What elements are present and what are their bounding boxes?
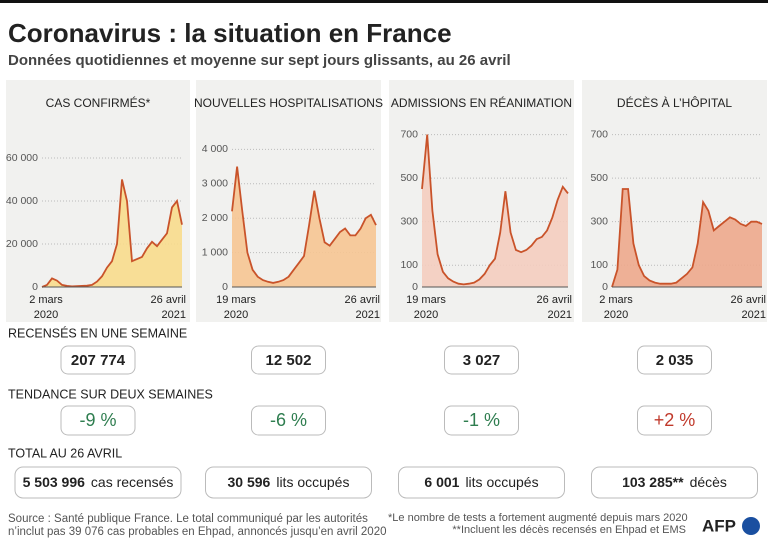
x-tick-label: 26 avril (731, 294, 766, 306)
logo: AFP (702, 516, 736, 535)
x-tick-label: 2021 (742, 309, 766, 321)
weekly-label: RECENSÉS EN UNE SEMAINE (8, 325, 187, 340)
y-tick-label: 500 (400, 172, 418, 184)
trend-value: -9 % (79, 410, 116, 430)
y-tick-label: 60 000 (6, 152, 38, 164)
total-text: 103 285** décès (622, 474, 727, 490)
total-box (14, 466, 182, 499)
y-tick-label: 0 (602, 281, 608, 293)
source: n’inclut pas 39 076 cas probables en Ehp… (8, 526, 387, 538)
x-tick-label: 2020 (604, 309, 628, 321)
y-tick-label: 500 (590, 172, 608, 184)
total-value: 30 596 (228, 474, 271, 490)
total-value: 103 285** (622, 474, 684, 490)
x-tick-label: 2 mars (29, 294, 63, 306)
total-box (205, 466, 372, 499)
y-tick-label: 2 000 (202, 212, 228, 224)
trend-box (444, 405, 519, 436)
x-tick-label: 26 avril (537, 294, 572, 306)
trend-box (637, 405, 712, 436)
x-tick-label: 2020 (224, 309, 248, 321)
weekly-value: 3 027 (463, 352, 501, 369)
x-tick-label: 26 avril (345, 294, 380, 306)
line (611, 188, 763, 288)
y-tick-label: 100 (590, 259, 608, 271)
total-text: 30 596 lits occupés (228, 474, 350, 490)
y-tick-label: 20 000 (6, 238, 38, 250)
x-tick-label: 19 mars (406, 294, 446, 306)
y-tick-label: 4 000 (202, 143, 228, 155)
trend-value: -6 % (270, 410, 307, 430)
y-tick-label: 100 (400, 259, 418, 271)
weekly-value: 2 035 (656, 352, 694, 369)
panel-title: CAS CONFIRMÉS* (46, 95, 151, 110)
subtitle: Données quotidiennes et moyenne sur sept… (8, 52, 511, 69)
y-tick-label: 0 (222, 281, 228, 293)
y-tick-label: 300 (590, 215, 608, 227)
area (42, 179, 182, 287)
y-tick-label: 3 000 (202, 178, 228, 190)
total-unit: lits occupés (465, 474, 538, 490)
y-tick-label: 300 (400, 215, 418, 227)
note: *Le nombre de tests a fortement augmenté… (388, 512, 688, 524)
x-tick-label: 26 avril (151, 294, 186, 306)
line (231, 166, 377, 284)
x-tick-label: 2021 (548, 309, 572, 321)
x-tick-label: 19 mars (216, 294, 256, 306)
y-tick-label: 0 (412, 281, 418, 293)
total-box (398, 466, 565, 499)
trend-value: -1 % (463, 410, 500, 430)
total-text: 5 503 996 cas recensés (23, 474, 174, 490)
weekly-value: 12 502 (266, 352, 312, 369)
x-tick-label: 2020 (414, 309, 438, 321)
line (41, 179, 183, 288)
area (422, 134, 568, 287)
title: Coronavirus : la situation en France (8, 18, 452, 48)
weekly-value: 207 774 (71, 352, 126, 369)
area (612, 189, 762, 287)
y-tick-label: 700 (590, 128, 608, 140)
y-tick-label: 700 (400, 128, 418, 140)
total-value: 5 503 996 (23, 474, 85, 490)
total-value: 6 001 (424, 474, 459, 490)
total-unit: cas recensés (91, 474, 173, 490)
trend-label: TENDANCE SUR DEUX SEMAINES (8, 387, 213, 401)
note: **Incluent les décès recensés en Ehpad e… (452, 524, 686, 536)
weekly-box (444, 345, 519, 375)
line (421, 134, 569, 286)
total-unit: lits occupés (276, 474, 349, 490)
panel-title: ADMISSIONS EN RÉANIMATION (391, 95, 572, 110)
weekly-box (637, 345, 712, 375)
weekly-box (251, 345, 326, 375)
trend-box (60, 405, 136, 436)
total-label: TOTAL AU 26 AVRIL (8, 446, 122, 460)
y-tick-label: 0 (32, 281, 38, 293)
trend-value: +2 % (654, 410, 696, 430)
weekly-box (60, 345, 136, 375)
x-tick-label: 2021 (356, 309, 380, 321)
y-tick-label: 1 000 (202, 246, 228, 258)
panel-title: DÉCÈS À L’HÔPITAL (617, 95, 732, 110)
total-box (591, 466, 758, 499)
y-tick-label: 40 000 (6, 195, 38, 207)
x-tick-label: 2021 (162, 309, 186, 321)
total-text: 6 001 lits occupés (424, 474, 538, 490)
area (232, 166, 376, 287)
logo-dot (742, 517, 760, 535)
x-tick-label: 2 mars (599, 294, 633, 306)
trend-box (251, 405, 326, 436)
total-unit: décès (690, 474, 727, 490)
panel-title: NOUVELLES HOSPITALISATIONS (194, 96, 383, 110)
source: Source : Santé publique France. Le total… (8, 513, 368, 525)
top-rule (0, 0, 768, 3)
x-tick-label: 2020 (34, 309, 58, 321)
